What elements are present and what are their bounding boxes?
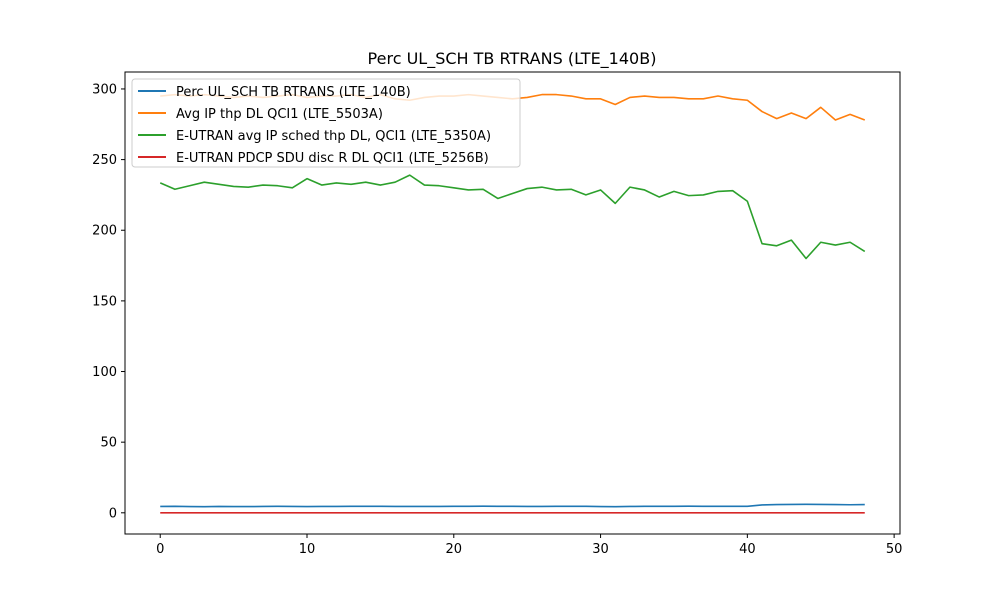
- legend-label: E-UTRAN PDCP SDU disc R DL QCI1 (LTE_525…: [176, 151, 489, 166]
- y-tick-label: 300: [92, 82, 117, 97]
- y-tick-label: 200: [92, 224, 117, 239]
- series-line-3: [159, 174, 866, 260]
- x-tick-label: 30: [592, 542, 609, 557]
- legend-box: [131, 78, 521, 168]
- plot-area-frame: [124, 71, 901, 535]
- x-tick-label: 20: [446, 542, 463, 557]
- x-tick-label: 50: [886, 542, 903, 557]
- y-tick-label: 250: [92, 153, 117, 168]
- legend: Perc UL_SCH TB RTRANS (LTE_140B) Avg IP t…: [131, 78, 521, 168]
- ticks-layer: 0 10 20 30 40 50 0 50 100 150 200 250 300: [92, 82, 902, 557]
- legend-label: Perc UL_SCH TB RTRANS (LTE_140B): [176, 85, 411, 100]
- x-tick-label: 10: [299, 542, 316, 557]
- legend-label: Avg IP thp DL QCI1 (LTE_5503A): [176, 107, 383, 122]
- x-tick-label: 0: [156, 542, 164, 557]
- legend-label: E-UTRAN avg IP sched thp DL, QCI1 (LTE_5…: [176, 129, 491, 144]
- series-line-1: [160, 503, 865, 508]
- x-tick-label: 40: [739, 542, 756, 557]
- y-tick-label: 150: [92, 294, 117, 309]
- y-tick-label: 50: [100, 436, 117, 451]
- y-tick-label: 100: [92, 365, 117, 380]
- y-tick-label: 0: [109, 506, 117, 521]
- chart-title: Perc UL_SCH TB RTRANS (LTE_140B): [368, 49, 657, 69]
